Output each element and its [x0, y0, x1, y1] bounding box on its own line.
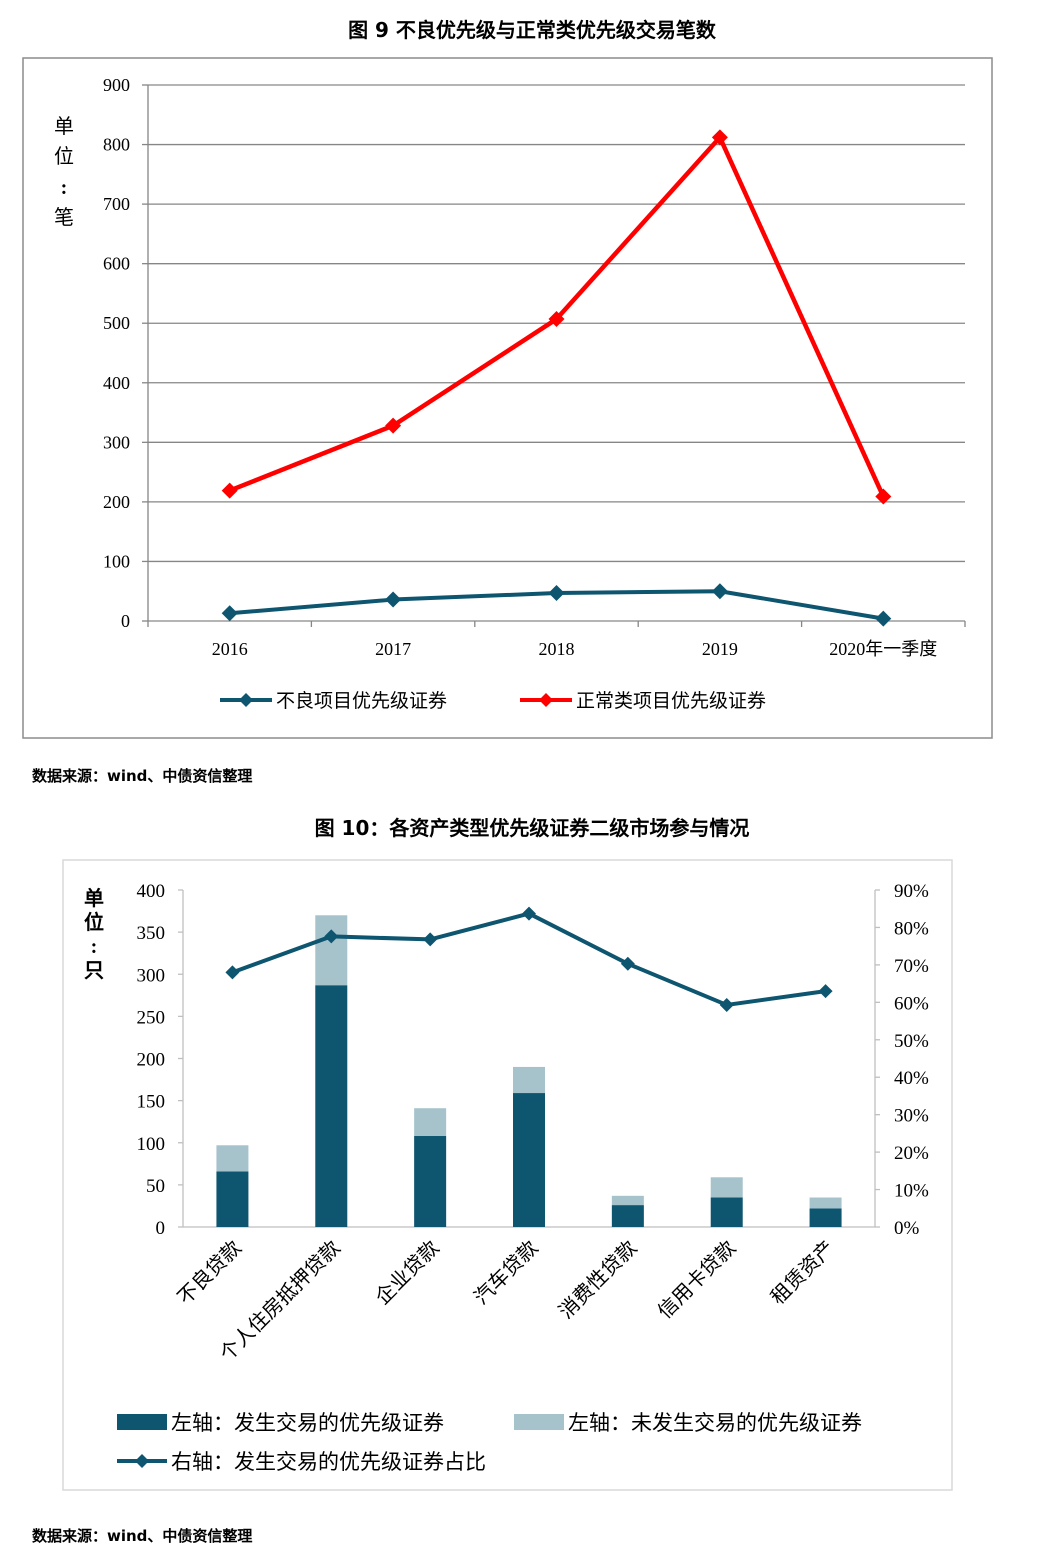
ratio-point-marker	[423, 932, 438, 947]
bar-untraded	[513, 1066, 545, 1094]
legend-swatch-traded	[117, 1414, 167, 1430]
x-tick-label: 2018	[539, 639, 575, 659]
data-point-marker	[221, 605, 238, 622]
legend-label: 左轴：发生交易的优先级证券	[171, 1411, 444, 1435]
y-tick-label: 400	[103, 373, 130, 393]
y2-tick-label: 20%	[894, 1143, 929, 1164]
x-tick-label: 2019	[702, 639, 738, 659]
y2-tick-label: 80%	[894, 918, 929, 939]
bar-traded	[315, 985, 348, 1227]
y2-tick-label: 0%	[894, 1218, 920, 1239]
ratio-point-marker	[620, 956, 635, 971]
y-tick-label: 250	[137, 1007, 166, 1028]
y-tick-label: 200	[137, 1050, 166, 1071]
y2-tick-label: 40%	[894, 1068, 929, 1089]
legend-swatch-untraded	[514, 1414, 564, 1430]
bar-untraded	[414, 1108, 447, 1137]
figure1-title: 图 9 不良优先级与正常类优先级交易笔数	[348, 18, 716, 42]
y2-tick-label: 30%	[894, 1106, 929, 1127]
y-tick-label: 900	[103, 75, 130, 95]
unit-label-char: :	[61, 177, 68, 199]
y2-tick-label: 10%	[894, 1181, 929, 1202]
unit-label-char: 单	[84, 886, 104, 910]
y-tick-label: 100	[103, 551, 130, 571]
figure2-source: 数据来源：wind、中债资信整理	[32, 1527, 253, 1545]
data-point-marker	[385, 417, 402, 434]
unit-label-char: 笔	[54, 206, 74, 229]
ratio-point-marker	[522, 906, 536, 921]
x-tick-label: 2016	[212, 639, 248, 659]
unit-label-char: 位	[54, 145, 74, 168]
bar-traded	[414, 1136, 447, 1227]
y-tick-label: 300	[103, 432, 130, 452]
y-tick-label: 200	[103, 492, 130, 512]
y2-tick-label: 60%	[894, 993, 929, 1014]
unit-label-char: 只	[84, 960, 104, 982]
bar-traded	[513, 1093, 545, 1227]
ratio-point-marker	[225, 965, 240, 980]
bar-untraded	[710, 1177, 743, 1198]
y-tick-label: 350	[137, 923, 166, 944]
figure1-source: 数据来源：wind、中债资信整理	[32, 767, 253, 785]
figure1-chart: 0 100 200 300 400 500 600 700 800 900 2016 2017 201…	[22, 57, 993, 739]
y-tick-label: 50	[146, 1176, 165, 1197]
bar-untraded	[315, 915, 348, 986]
legend-marker	[539, 693, 553, 707]
unit-label-char: 单	[54, 115, 74, 138]
y-tick-label: 800	[103, 135, 130, 155]
bar-untraded	[809, 1197, 842, 1209]
y-tick-label: 500	[103, 313, 130, 333]
y-tick-label: 0	[156, 1218, 166, 1239]
bar-untraded	[216, 1145, 249, 1172]
legend-label: 左轴：未发生交易的优先级证券	[568, 1411, 862, 1435]
ratio-point-marker	[818, 984, 833, 999]
ratio-point-marker	[324, 929, 339, 944]
y2-tick-label: 50%	[894, 1031, 929, 1052]
bar-traded	[216, 1171, 249, 1227]
data-point-marker	[711, 583, 728, 600]
data-point-marker	[548, 585, 565, 602]
bar-untraded	[611, 1195, 644, 1206]
y2-tick-label: 70%	[894, 956, 929, 977]
ratio-point-marker	[719, 997, 734, 1012]
bar-traded	[809, 1208, 842, 1227]
y-tick-label: 100	[137, 1134, 166, 1155]
y2-tick-label: 90%	[894, 881, 929, 902]
y-tick-label: 700	[103, 194, 130, 214]
y-tick-label: 600	[103, 254, 130, 274]
data-point-marker	[385, 591, 402, 608]
y-tick-label: 300	[137, 965, 166, 986]
legend-marker	[239, 693, 253, 707]
x-tick-label: 2017	[375, 639, 411, 659]
data-point-marker	[548, 311, 565, 328]
y-tick-label: 150	[137, 1092, 166, 1113]
unit-label-char: :	[91, 936, 98, 958]
bar-traded	[611, 1205, 644, 1227]
legend-label: 不良项目优先级证券	[276, 690, 447, 712]
legend-label: 正常类项目优先级证券	[576, 690, 766, 712]
unit-label-char: 位	[84, 910, 104, 934]
bar-traded	[710, 1197, 743, 1227]
legend-label: 右轴：发生交易的优先级证券占比	[171, 1450, 486, 1474]
data-point-marker	[875, 488, 892, 505]
legend-marker	[135, 1454, 149, 1468]
data-point-marker	[711, 129, 728, 146]
figure2-title: 图 10：各资产类型优先级证券二级市场参与情况	[314, 816, 750, 840]
y-tick-label: 0	[121, 611, 130, 631]
figure2-frame	[62, 859, 953, 1491]
data-point-marker	[875, 610, 892, 627]
data-point-marker	[221, 482, 238, 499]
y-tick-label: 400	[137, 881, 166, 902]
x-tick-label: 2020年一季度	[829, 639, 937, 659]
figure1-frame	[22, 57, 993, 739]
